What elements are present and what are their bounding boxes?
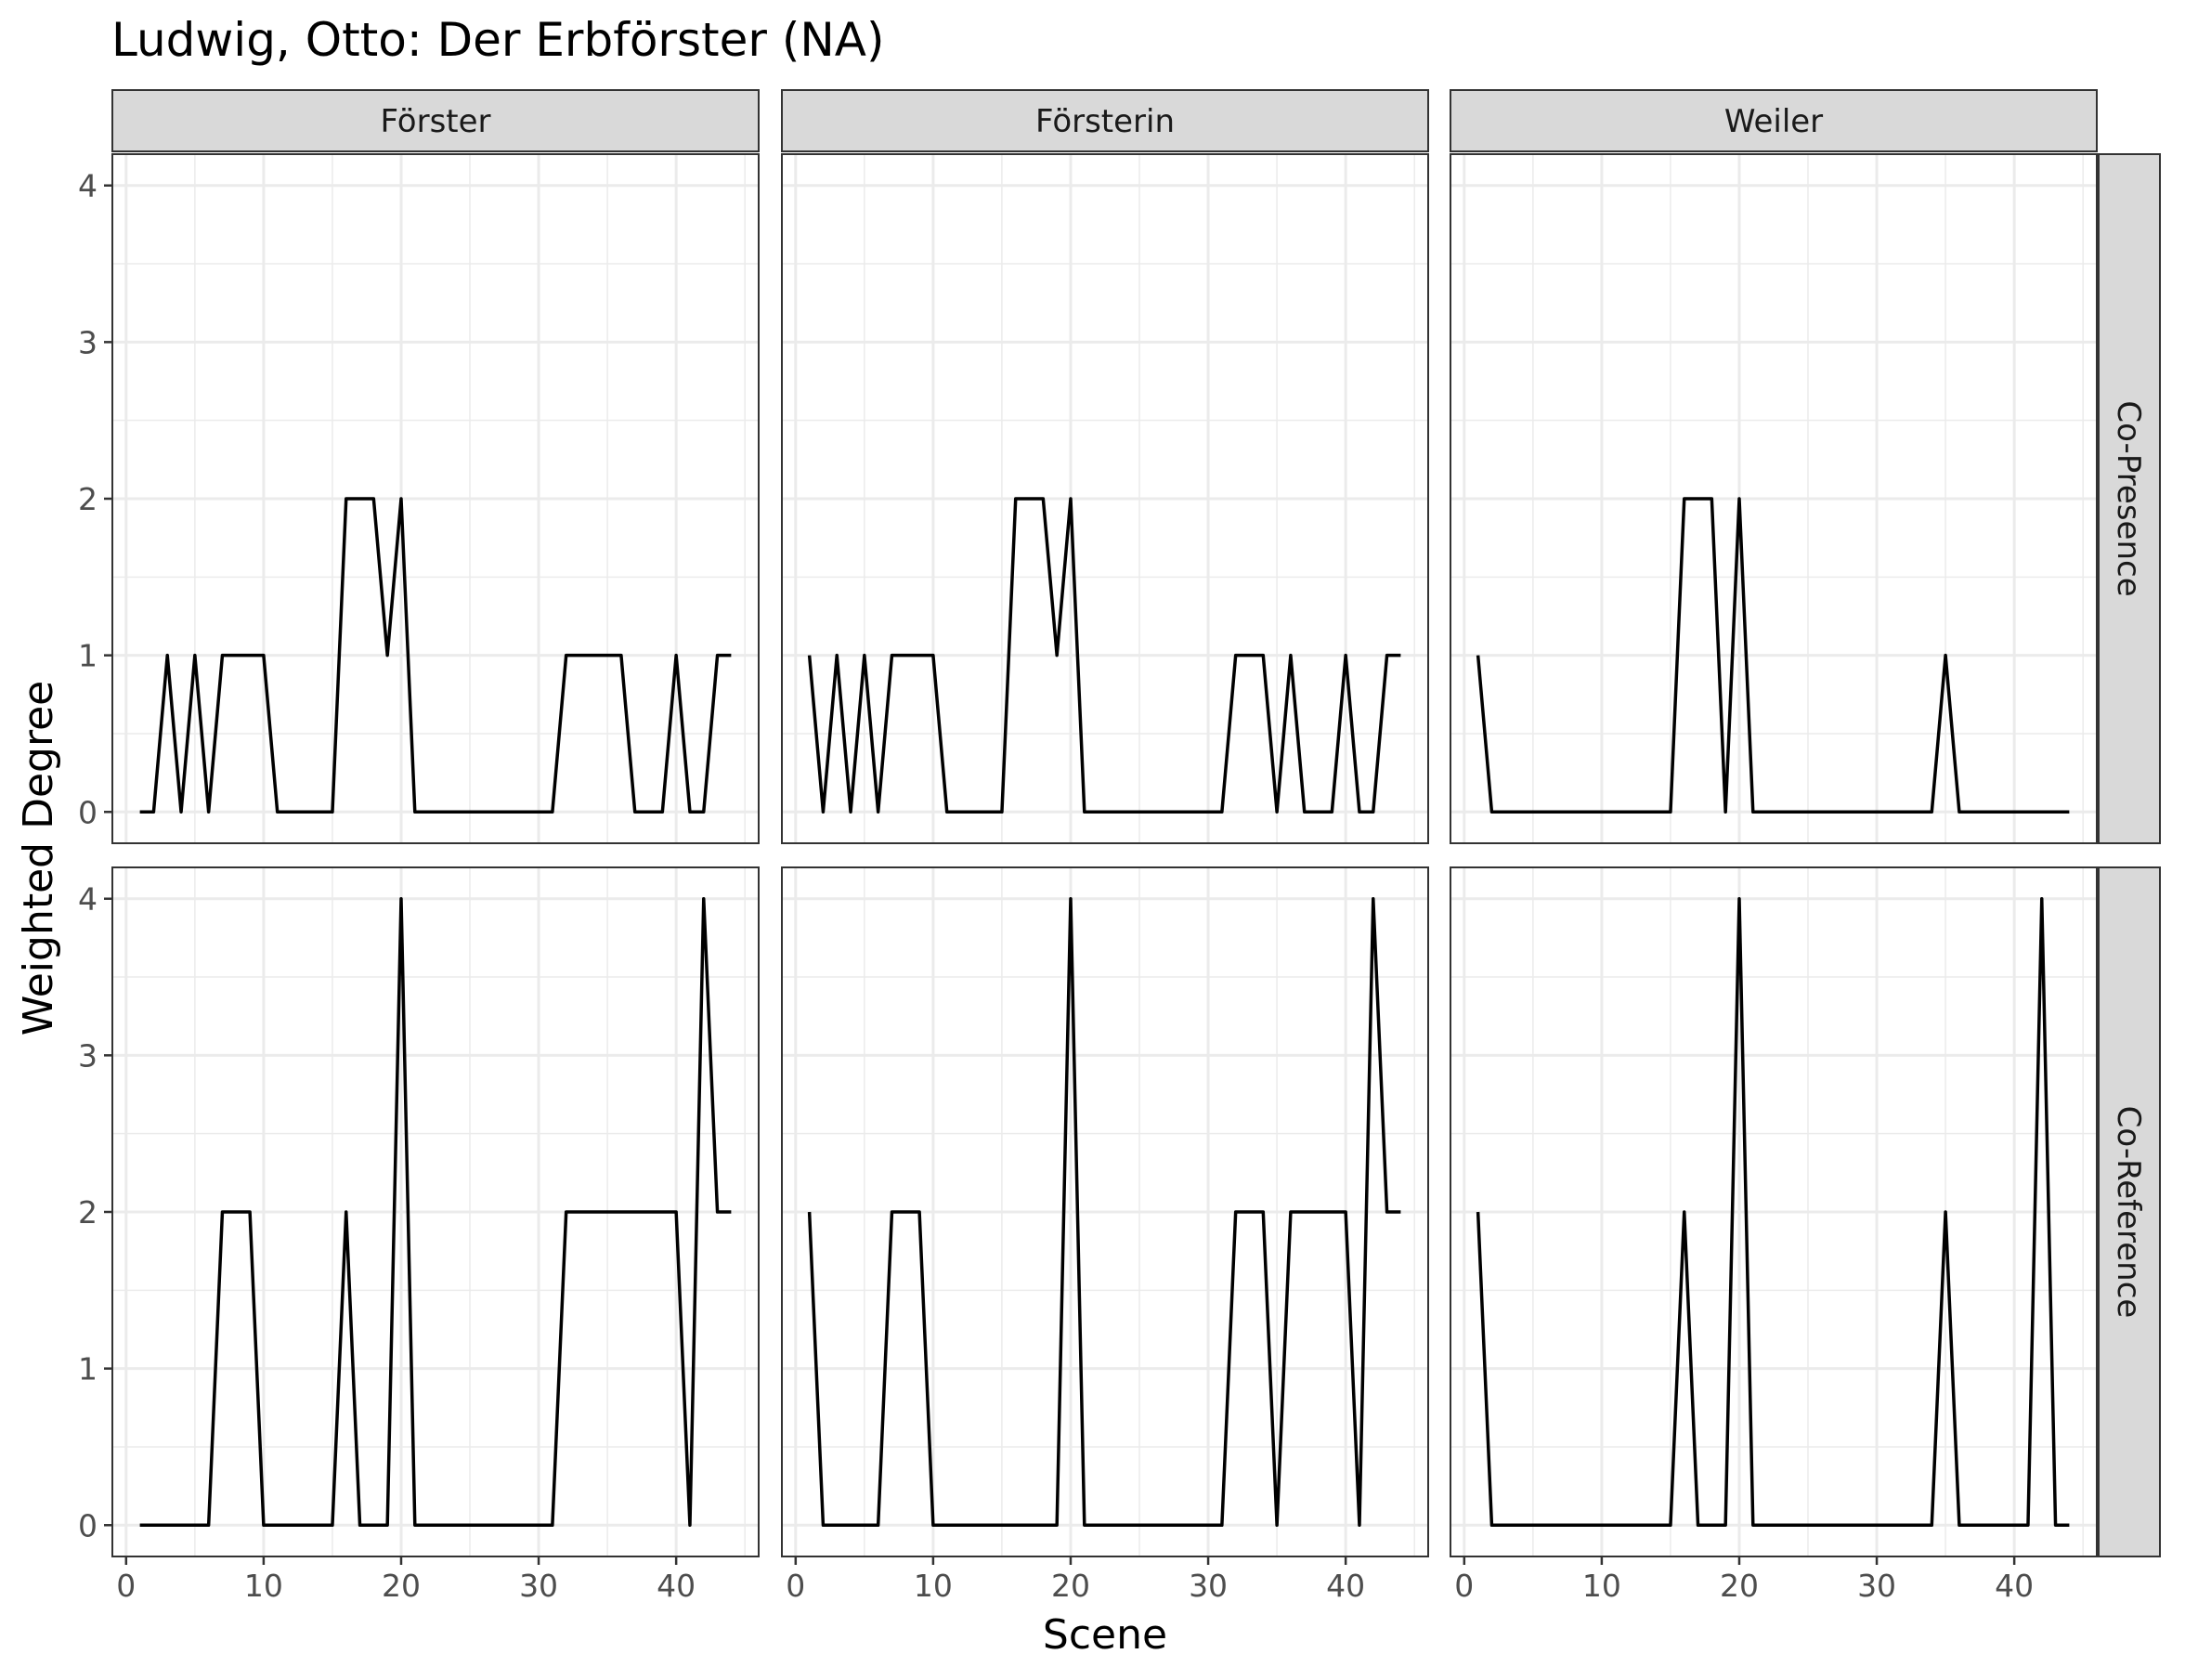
y-tick-label: 1 — [78, 638, 98, 674]
facet-strip-column: Förster — [111, 89, 760, 152]
strip-background — [2098, 153, 2161, 844]
strip-label: Co-Presence — [2110, 400, 2147, 596]
strip-label: Försterin — [1035, 103, 1175, 140]
x-tick-label: 10 — [914, 1568, 953, 1604]
series-line — [1476, 896, 2070, 1528]
strip-label: Weiler — [1724, 103, 1823, 140]
y-tick-label: 1 — [78, 1351, 98, 1387]
x-axis-title: Scene — [1043, 1611, 1167, 1659]
strip-label: Förster — [380, 103, 490, 140]
strip-background — [781, 89, 1429, 152]
strip-background — [111, 89, 760, 152]
x-axes: 0 10 20 30 40 0 10 20 30 40 0 10 20 30 40 — [116, 1556, 2034, 1604]
x-tick-label: 40 — [657, 1568, 696, 1604]
panel-border — [1450, 866, 2098, 1557]
x-tick-label: 10 — [244, 1568, 283, 1604]
facet-panel — [1450, 866, 2098, 1557]
facet-strip-row: Co-Reference — [2098, 866, 2161, 1557]
x-tick-label: 30 — [1189, 1568, 1228, 1604]
facet-strip-column: Weiler — [1450, 89, 2098, 152]
facet-panel — [111, 866, 760, 1557]
x-tick-label: 20 — [382, 1568, 421, 1604]
y-tick-label: 2 — [78, 481, 98, 517]
strip-label: Co-Reference — [2110, 1106, 2147, 1319]
y-axis-title: Weighted Degree — [15, 681, 62, 1035]
y-tick-label: 0 — [78, 1507, 98, 1543]
facet-strip-column: Försterin — [781, 89, 1429, 152]
panel-border — [781, 866, 1429, 1557]
x-tick-label: 40 — [1995, 1568, 2034, 1604]
x-tick-label: 0 — [116, 1568, 136, 1604]
y-tick-label: 3 — [78, 1037, 98, 1074]
panel-border — [781, 153, 1429, 844]
x-tick-label: 0 — [786, 1568, 805, 1604]
y-axes: 0 1 2 3 4 0 1 2 3 4 — [78, 168, 112, 1543]
facet-panel — [1450, 153, 2098, 844]
facet-strip-row: Co-Presence — [2098, 153, 2161, 844]
x-tick-label: 30 — [1857, 1568, 1896, 1604]
strip-background — [1450, 89, 2098, 152]
facet-panel — [781, 153, 1429, 844]
series-line — [807, 497, 1401, 814]
y-tick-label: 2 — [78, 1194, 98, 1231]
series-line — [139, 497, 732, 814]
x-tick-label: 30 — [519, 1568, 558, 1604]
y-tick-label: 4 — [78, 881, 98, 918]
panel-border — [1450, 153, 2098, 844]
y-tick-label: 4 — [78, 168, 98, 204]
y-tick-label: 0 — [78, 794, 98, 830]
x-tick-label: 20 — [1051, 1568, 1090, 1604]
strip-background — [2098, 866, 2161, 1557]
x-tick-label: 40 — [1326, 1568, 1365, 1604]
series-line — [139, 896, 732, 1528]
series-line — [1476, 497, 2070, 814]
x-tick-label: 0 — [1454, 1568, 1474, 1604]
x-tick-label: 20 — [1720, 1568, 1759, 1604]
series-line — [807, 896, 1401, 1528]
facet-panels: Förster Försterin Weiler Co-Presence Co-Refe… — [111, 89, 2161, 1557]
y-tick-label: 3 — [78, 324, 98, 360]
facet-panel — [111, 153, 760, 844]
chart-title: Ludwig, Otto: Der Erbförster (NA) — [111, 13, 884, 67]
x-tick-label: 10 — [1582, 1568, 1621, 1604]
facet-panel — [781, 866, 1429, 1557]
